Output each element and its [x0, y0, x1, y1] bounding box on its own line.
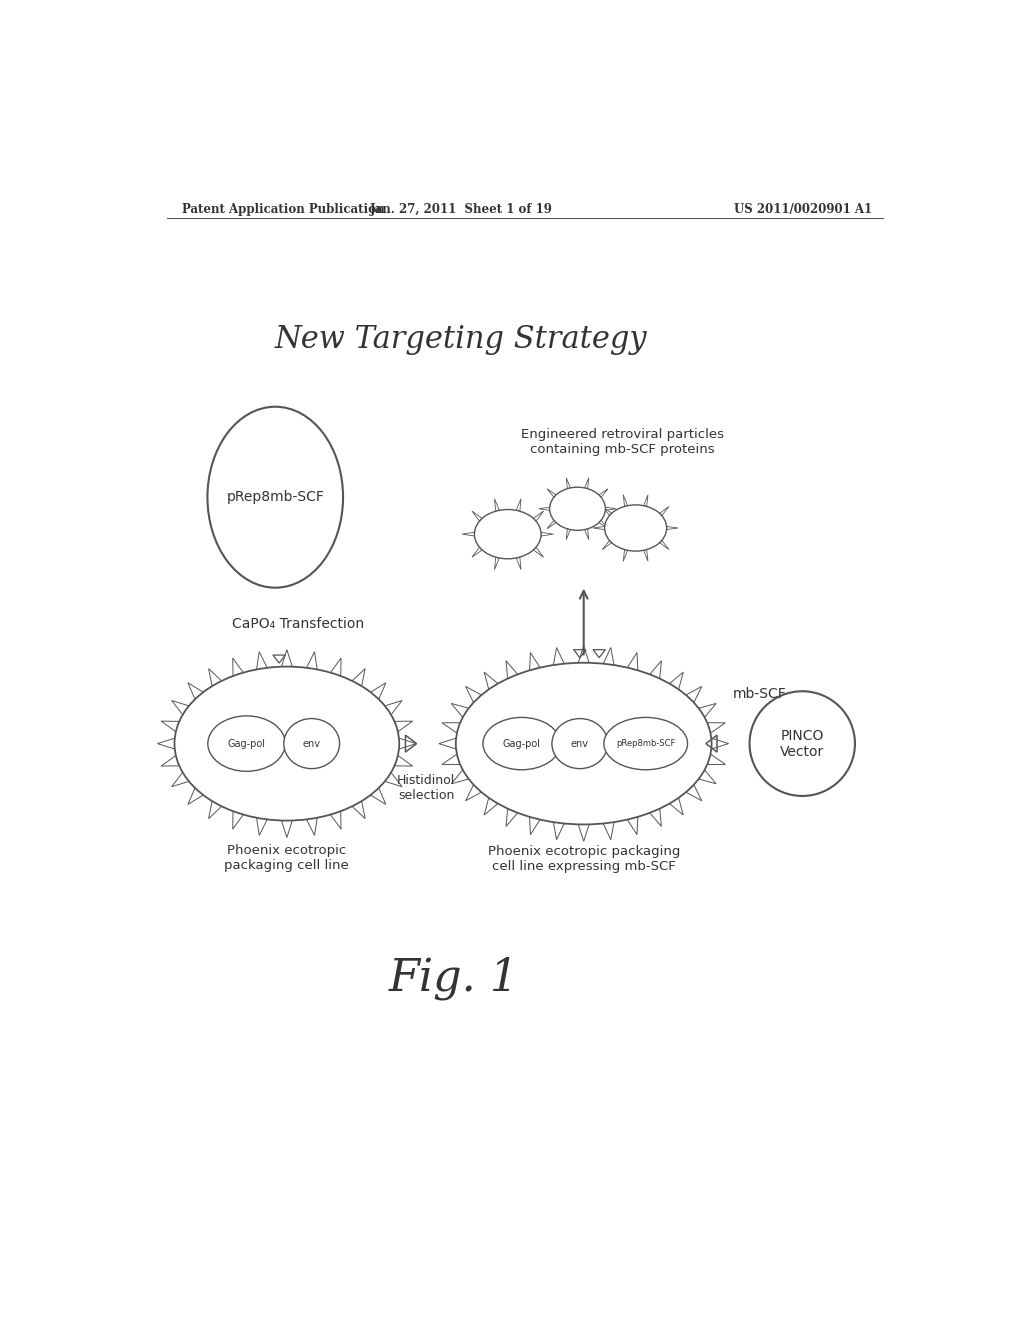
Ellipse shape	[456, 663, 712, 825]
Ellipse shape	[483, 718, 560, 770]
Text: mb-SCF: mb-SCF	[732, 686, 786, 701]
Text: CaPO₄ Transfection: CaPO₄ Transfection	[232, 618, 365, 631]
Text: Histidinol
selection: Histidinol selection	[397, 775, 456, 803]
Text: Patent Application Publication: Patent Application Publication	[182, 203, 385, 216]
Text: pRep8mb-SCF: pRep8mb-SCF	[226, 490, 325, 504]
Ellipse shape	[604, 718, 687, 770]
Text: Engineered retroviral particles
containing mb-SCF proteins: Engineered retroviral particles containi…	[521, 428, 724, 455]
Text: New Targeting Strategy: New Targeting Strategy	[274, 323, 647, 355]
Ellipse shape	[474, 510, 541, 558]
Ellipse shape	[552, 718, 607, 768]
Text: Gag-pol: Gag-pol	[503, 739, 541, 748]
Ellipse shape	[604, 504, 667, 552]
Ellipse shape	[208, 715, 286, 771]
Ellipse shape	[284, 718, 340, 768]
Text: pRep8mb-SCF: pRep8mb-SCF	[616, 739, 676, 748]
Text: US 2011/0020901 A1: US 2011/0020901 A1	[734, 203, 872, 216]
Text: env: env	[570, 739, 589, 748]
Text: Jan. 27, 2011  Sheet 1 of 19: Jan. 27, 2011 Sheet 1 of 19	[370, 203, 553, 216]
Text: Phoenix ecotropic packaging
cell line expressing mb-SCF: Phoenix ecotropic packaging cell line ex…	[487, 845, 680, 874]
Text: PINCO
Vector: PINCO Vector	[780, 729, 824, 759]
Ellipse shape	[174, 667, 399, 821]
Text: Fig. 1: Fig. 1	[388, 957, 518, 1001]
Text: Gag-pol: Gag-pol	[227, 739, 265, 748]
Text: Phoenix ecotropic
packaging cell line: Phoenix ecotropic packaging cell line	[224, 843, 349, 871]
Text: env: env	[303, 739, 321, 748]
Ellipse shape	[550, 487, 605, 531]
